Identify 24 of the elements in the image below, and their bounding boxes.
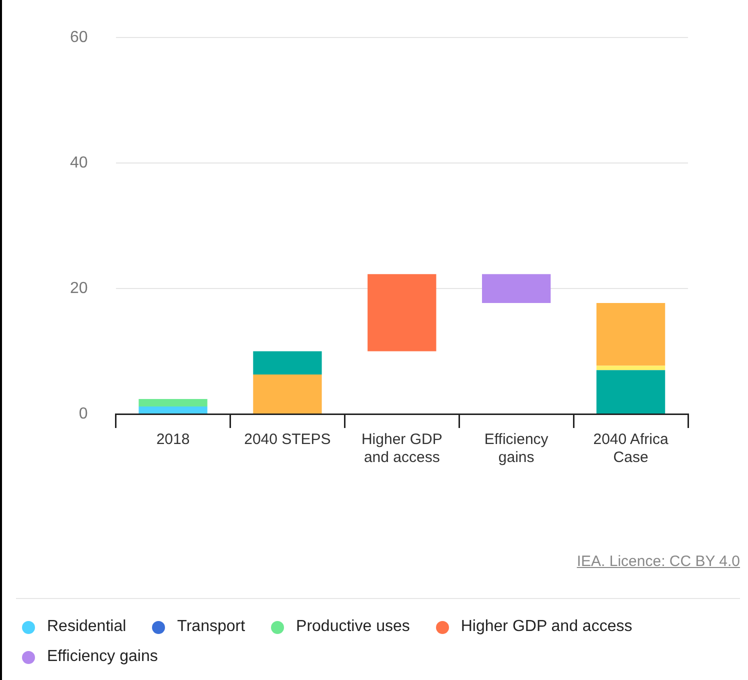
- bar: [482, 274, 551, 303]
- x-tick-label: 2018: [156, 431, 190, 448]
- y-tick-label: 20: [70, 280, 88, 297]
- y-tick-label: 0: [78, 405, 88, 422]
- bar: [596, 302, 666, 366]
- bar: [253, 374, 322, 414]
- bar: [138, 398, 208, 406]
- bar: [596, 366, 666, 370]
- y-tick-label: 60: [70, 29, 88, 46]
- bar: [368, 274, 436, 352]
- bar: [596, 370, 666, 414]
- legend-label: Efficiency gains: [47, 648, 158, 666]
- legend-label: Higher GDP and access: [460, 618, 632, 636]
- x-tick-label: 2040 STEPS: [244, 431, 331, 448]
- legend-label: Productive uses: [296, 618, 410, 636]
- bar: [253, 351, 322, 374]
- bar: [138, 406, 208, 414]
- legend-label: Residential: [47, 618, 126, 636]
- y-tick-label: 40: [70, 154, 88, 172]
- text: IEA. Licence: CC BY 4.0: [576, 553, 740, 570]
- legend-label: Transport: [177, 618, 246, 636]
- x-tick-label: 2040 Africa Case: [593, 431, 669, 466]
- x-tick-label: Higher GDP and access: [361, 431, 442, 466]
- x-tick-label: Efficiency gains: [484, 431, 549, 466]
